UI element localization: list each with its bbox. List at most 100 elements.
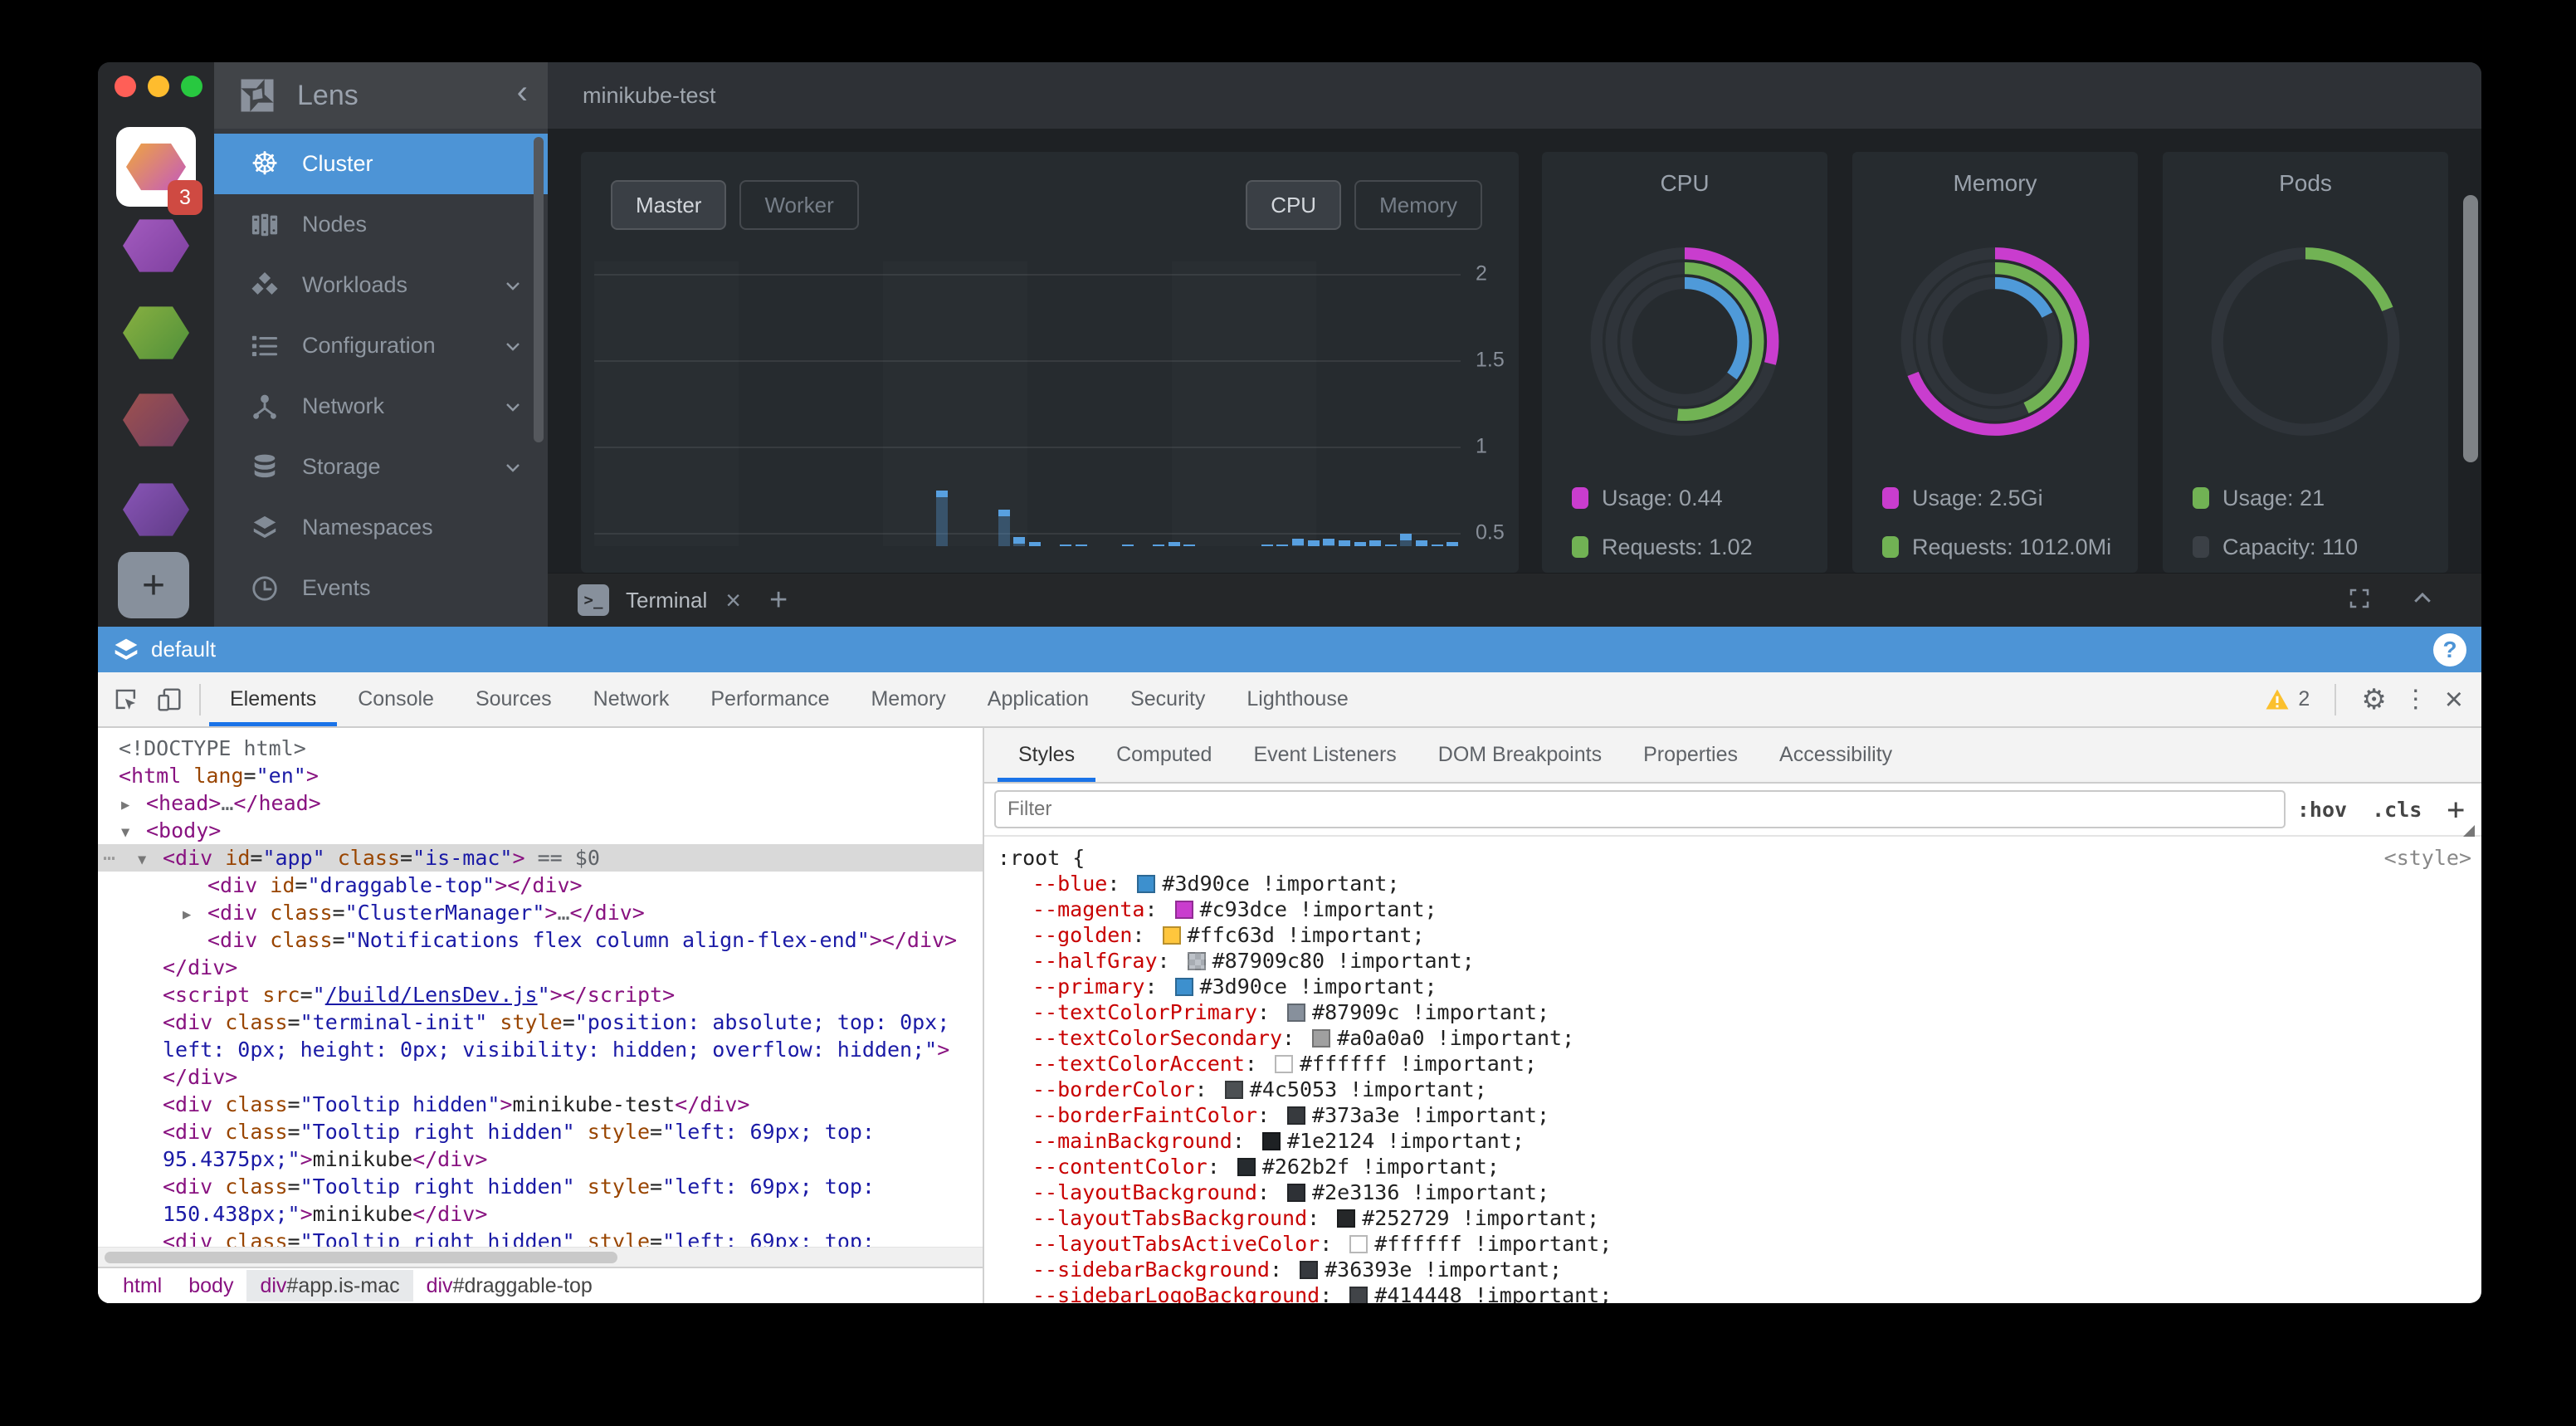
terminal-close-icon[interactable]: × — [725, 584, 741, 615]
inspect-element-icon[interactable] — [105, 672, 148, 726]
styles-tab-dom-breakpoints[interactable]: DOM Breakpoints — [1437, 743, 1603, 766]
css-property-line[interactable]: --blue: #3d90ce !important; — [1032, 872, 1400, 896]
sidebar-item-network[interactable]: Network — [214, 376, 548, 437]
css-property-line[interactable]: --textColorSecondary: #a0a0a0 !important… — [1032, 1026, 1575, 1050]
tab-performance[interactable]: Performance — [710, 687, 830, 711]
color-swatch[interactable] — [1274, 1055, 1293, 1073]
dom-tree-line[interactable]: <div class="Tooltip right hidden" style=… — [163, 1120, 875, 1144]
sidebar-collapse-icon[interactable]: ‹ — [516, 74, 528, 110]
tab-security[interactable]: Security — [1130, 687, 1206, 711]
color-swatch[interactable] — [1312, 1029, 1331, 1048]
css-property-line[interactable]: --layoutTabsActiveColor: #ffffff !import… — [1032, 1232, 1612, 1256]
sidebar-item-events[interactable]: Events — [214, 558, 548, 618]
settings-gear-icon[interactable]: ⚙ — [2361, 683, 2387, 715]
sidebar-item-namespaces[interactable]: Namespaces — [214, 497, 548, 558]
namespace-label[interactable]: default — [151, 637, 217, 662]
css-property-line[interactable]: --golden: #ffc63d !important; — [1032, 923, 1425, 947]
css-property-line[interactable]: --textColorAccent: #ffffff !important; — [1032, 1052, 1537, 1076]
cluster-avatar[interactable] — [123, 393, 189, 447]
breadcrumb-item[interactable]: body — [188, 1273, 234, 1297]
tab-application[interactable]: Application — [987, 687, 1090, 711]
dom-tree-line[interactable]: <html lang="en"> — [119, 764, 319, 788]
styles-tab-styles[interactable]: Styles — [998, 728, 1095, 782]
css-property-line[interactable]: --borderFaintColor: #373a3e !important; — [1032, 1103, 1550, 1127]
css-property-line[interactable]: --halfGray: #87909c80 !important; — [1032, 949, 1475, 973]
rule-selector[interactable]: :root { — [998, 846, 1086, 870]
dom-tree-line[interactable]: </div> — [163, 1065, 238, 1089]
breadcrumb-item[interactable]: div #app.is-mac — [246, 1270, 413, 1301]
color-swatch[interactable] — [1287, 1106, 1306, 1125]
css-property-line[interactable]: --sidebarLogoBackground: #414448 !import… — [1032, 1283, 1612, 1303]
new-style-rule-button[interactable]: + — [2447, 793, 2475, 837]
close-traffic-light[interactable] — [115, 76, 136, 97]
color-swatch[interactable] — [1237, 1158, 1256, 1176]
dom-tree-line[interactable]: left: 0px; height: 0px; visibility: hidd… — [163, 1038, 950, 1062]
dom-tree-line[interactable]: <script src="/build/LensDev.js"></script… — [163, 983, 676, 1007]
breadcrumb-item[interactable]: div #draggable-top — [426, 1273, 593, 1297]
sidebar-item-configuration[interactable]: Configuration — [214, 315, 548, 376]
device-toolbar-icon[interactable] — [148, 672, 191, 726]
css-property-line[interactable]: --sidebarBackground: #36393e !important; — [1032, 1258, 1563, 1282]
tab-memory[interactable]: Memory — [871, 687, 946, 711]
styles-tab-computed[interactable]: Computed — [1116, 743, 1212, 766]
color-swatch[interactable] — [1300, 1261, 1319, 1279]
cluster-avatar[interactable] — [123, 483, 189, 536]
terminal-tab-label[interactable]: Terminal — [626, 587, 708, 613]
css-property-line[interactable]: --layoutTabsBackground: #252729 !importa… — [1032, 1206, 1600, 1230]
content-scrollbar[interactable] — [2463, 195, 2478, 462]
dom-tree-line[interactable]: <div class="Notifications flex column al… — [207, 928, 958, 952]
dom-tree-line[interactable]: 150.438px;">minikube</div> — [163, 1202, 488, 1226]
tab-network[interactable]: Network — [593, 687, 670, 711]
node-tab-master[interactable]: Master — [611, 180, 727, 230]
dom-tree-line[interactable]: <div class="Tooltip hidden">minikube-tes… — [163, 1092, 750, 1116]
color-swatch[interactable] — [1137, 875, 1156, 893]
minimize-traffic-light[interactable] — [148, 76, 169, 97]
zoom-traffic-light[interactable] — [181, 76, 202, 97]
styles-tab-accessibility[interactable]: Accessibility — [1779, 743, 1893, 766]
toggle-class-button[interactable]: .cls — [2372, 797, 2422, 822]
tab-lighthouse[interactable]: Lighthouse — [1247, 687, 1349, 711]
styles-tab-properties[interactable]: Properties — [1643, 743, 1739, 766]
collapsed-arrow-icon[interactable]: ▶ — [183, 906, 192, 923]
color-swatch[interactable] — [1261, 1132, 1281, 1150]
sidebar-item-nodes[interactable]: Nodes — [214, 194, 548, 255]
dom-tree-line[interactable]: ▼ <body> — [98, 817, 983, 844]
css-property-line[interactable]: --contentColor: #262b2f !important; — [1032, 1155, 1500, 1179]
sidebar-item-storage[interactable]: Storage — [214, 437, 548, 497]
expanded-arrow-icon[interactable]: ▼ — [138, 852, 147, 868]
more-options-kebab-icon[interactable]: ⋮ — [2403, 686, 2428, 713]
elements-horizontal-scrollbar[interactable] — [98, 1247, 983, 1267]
toggle-pseudo-state-button[interactable]: :hov — [2296, 797, 2348, 822]
dom-tree-line[interactable]: ▶ <div class="ClusterManager">…</div> — [98, 899, 983, 926]
dom-tree-line[interactable]: ▶ <head>…</head> — [98, 789, 983, 817]
terminal-add-icon[interactable]: + — [768, 582, 788, 618]
warning-counter[interactable]: 2 — [2265, 687, 2310, 711]
css-property-line[interactable]: --borderColor: #4c5053 !important; — [1032, 1077, 1487, 1101]
dom-tree-line[interactable]: 95.4375px;">minikube</div> — [163, 1147, 488, 1171]
node-tab-worker[interactable]: Worker — [739, 180, 859, 230]
color-swatch[interactable] — [1162, 926, 1181, 945]
tab-console[interactable]: Console — [358, 687, 434, 711]
active-cluster-avatar[interactable]: 3 — [116, 127, 202, 215]
dom-tree-line[interactable]: <div id="draggable-top"></div> — [207, 873, 583, 897]
dom-tree-line[interactable]: ⋯ ▼ <div id="app" class="is-mac"> == $0 — [98, 844, 983, 872]
collapsed-arrow-icon[interactable]: ▶ — [121, 797, 130, 813]
color-swatch[interactable] — [1337, 1209, 1356, 1228]
color-swatch[interactable] — [1287, 1184, 1306, 1202]
color-swatch[interactable] — [1224, 1081, 1243, 1099]
color-swatch[interactable] — [1174, 978, 1193, 996]
sidebar-item-workloads[interactable]: Workloads — [214, 255, 548, 315]
cluster-avatar[interactable] — [123, 306, 189, 359]
cluster-avatar[interactable] — [123, 219, 189, 272]
dom-tree-line[interactable]: <div class="Tooltip right hidden" style=… — [163, 1229, 875, 1247]
color-swatch[interactable] — [1349, 1235, 1368, 1253]
tab-sources[interactable]: Sources — [475, 687, 552, 711]
dom-tree-line[interactable]: <!DOCTYPE html> — [119, 736, 306, 760]
css-property-line[interactable]: --mainBackground: #1e2124 !important; — [1032, 1129, 1525, 1153]
add-cluster-button[interactable]: + — [118, 552, 189, 618]
dock-expand-icon[interactable] — [2347, 586, 2372, 615]
dom-tree-line[interactable]: <div class="terminal-init" style="positi… — [163, 1010, 950, 1034]
metric-tab-cpu[interactable]: CPU — [1246, 180, 1342, 230]
dom-tree-line[interactable]: </div> — [163, 955, 238, 979]
color-swatch[interactable] — [1287, 1004, 1306, 1022]
